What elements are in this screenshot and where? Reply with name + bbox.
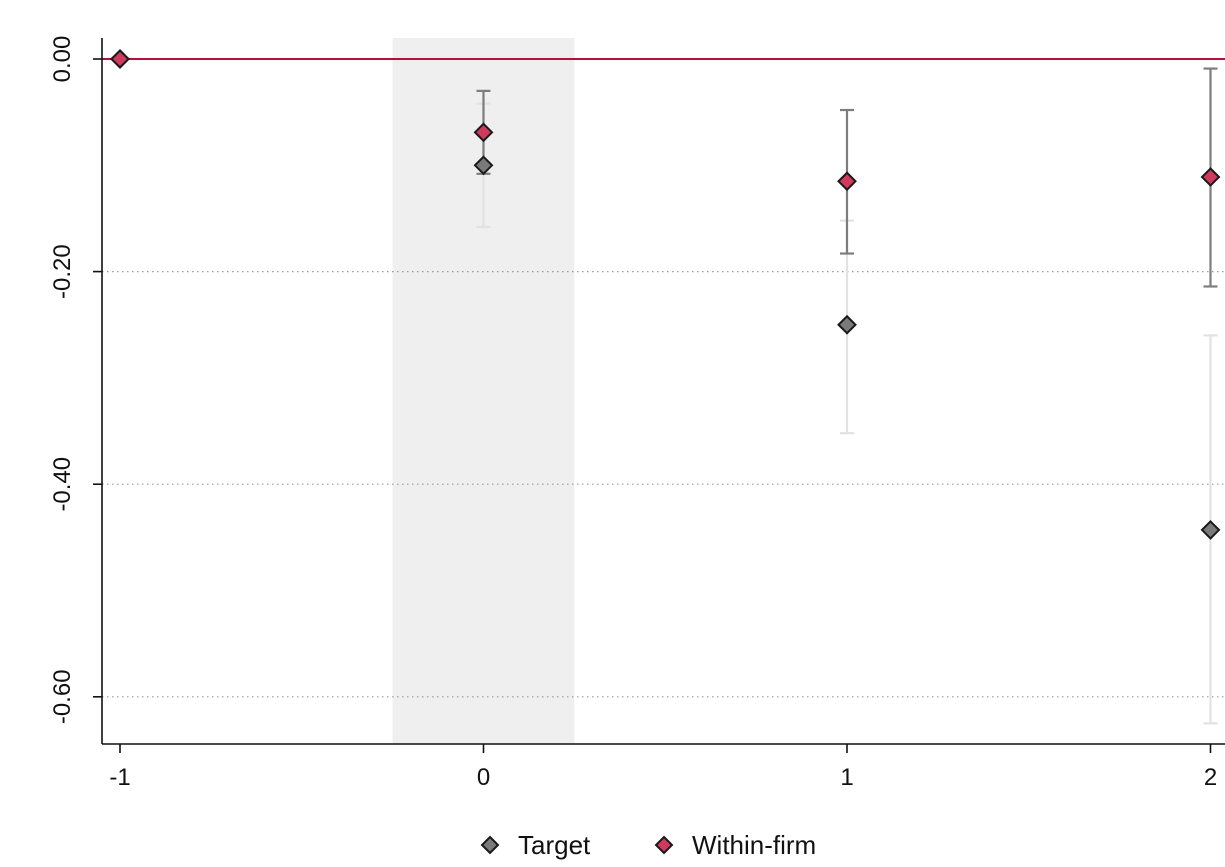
within-firm-point [1200,167,1221,187]
x-tick-label: 2 [1204,764,1217,791]
x-tick-label: 0 [477,764,490,791]
legend-marker-target [480,835,500,855]
legend-label-within-firm: Within-firm [692,830,816,860]
within-firm-point [837,171,857,192]
legend-item-target: Target [480,830,591,860]
target-point [473,155,494,176]
target-point [1200,519,1221,540]
legend-item-within-firm: Within-firm [654,830,816,860]
x-tick-label: 1 [840,764,853,791]
target-point [837,314,857,335]
y-tick-label: -0.40 [49,457,76,512]
within-firm-point [473,122,494,143]
legend-marker-within-firm [654,835,674,855]
y-tick-label: -0.60 [49,669,76,724]
x-tick-label: -1 [109,764,130,791]
within-firm-point [110,49,130,69]
legend-label-target: Target [518,830,591,860]
y-tick-label: -0.20 [49,244,76,299]
y-tick-label: 0.00 [49,36,76,83]
